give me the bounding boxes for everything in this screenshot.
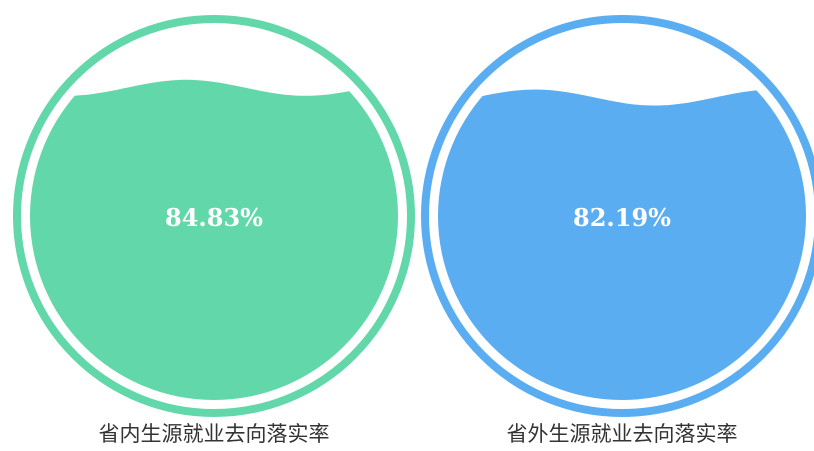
gauge-out-of-province: 82.19%	[421, 15, 814, 417]
liquid-wave	[30, 79, 398, 400]
gauge-value-label: 84.83%	[165, 203, 263, 232]
liquid-wave	[438, 89, 806, 400]
gauge-outer-ring	[421, 15, 814, 417]
gauge-value-label: 82.19%	[573, 203, 671, 232]
gauge-caption-provincial: 省内生源就业去向落实率	[98, 422, 330, 446]
gauge-provincial: 84.83%	[13, 15, 415, 417]
gauge-outer-ring	[13, 15, 415, 417]
gauge-caption-out-of-province: 省外生源就业去向落实率	[506, 422, 738, 446]
